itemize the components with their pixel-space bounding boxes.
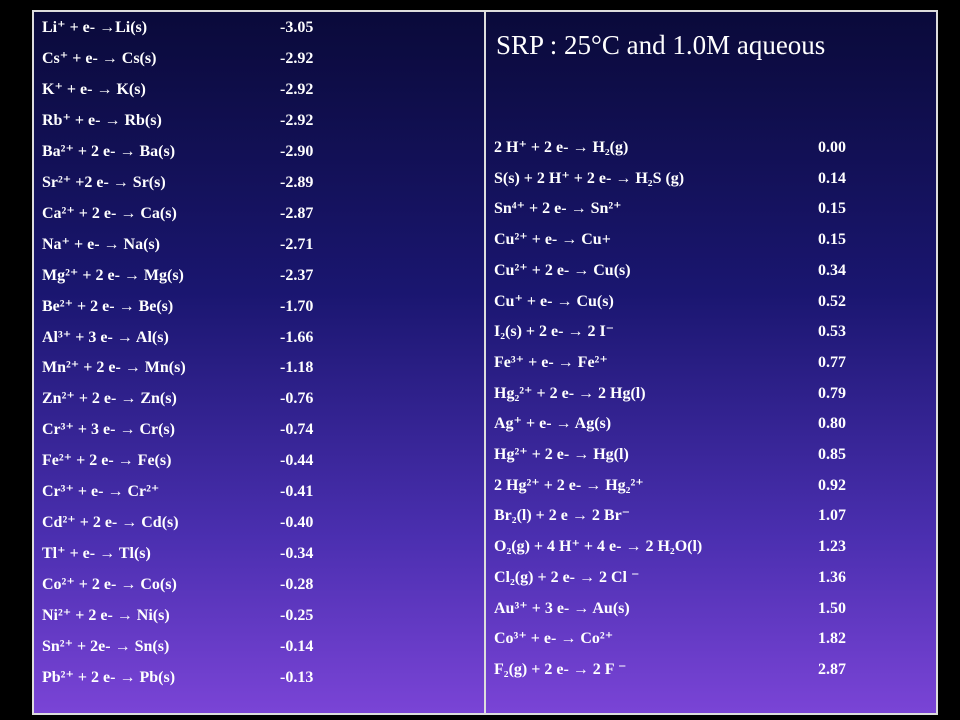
potential: -2.92	[280, 80, 314, 98]
potential: 0.77	[818, 353, 846, 371]
potential: 0.53	[818, 323, 846, 341]
reaction: Cu²⁺ + e- → Cu+	[494, 231, 611, 249]
potential: -2.87	[280, 204, 314, 222]
reaction: Sr²⁺ +2 e- → Sr(s)	[42, 173, 166, 191]
reaction: Cr³⁺ + e- → Cr²⁺	[42, 483, 160, 501]
reaction: Na⁺ + e- → Na(s)	[42, 235, 160, 253]
potential: -1.66	[280, 328, 314, 346]
reaction: I₂(s) + 2 e- → 2 I⁻	[494, 323, 615, 341]
reaction: Au³⁺ + 3 e- → Au(s)	[494, 599, 630, 617]
reaction: K⁺ + e- → K(s)	[42, 80, 146, 98]
potential: -2.92	[280, 111, 314, 129]
potential: 0.80	[818, 415, 846, 433]
potential: -0.25	[280, 607, 314, 625]
potential: 1.50	[818, 599, 846, 617]
reaction: Br₂(l) + 2 e → 2 Br⁻	[494, 507, 631, 525]
potential: -0.76	[280, 390, 314, 408]
reaction: Pb²⁺ + 2 e- → Pb(s)	[42, 668, 176, 686]
reaction: Ba²⁺ + 2 e- → Ba(s)	[42, 142, 176, 160]
reaction: Ag⁺ + e- → Ag(s)	[494, 415, 612, 433]
reaction: Sn⁴⁺ + 2 e- → Sn²⁺	[494, 200, 622, 218]
potential: 0.15	[818, 231, 846, 249]
potential: -2.90	[280, 142, 314, 160]
reaction: Rb⁺ + e- → Rb(s)	[42, 111, 162, 129]
reaction: Cs⁺ + e- → Cs(s)	[42, 49, 157, 67]
reaction: Co³⁺ + e- → Co²⁺	[494, 630, 614, 648]
potential: -2.71	[280, 235, 314, 253]
reaction: Cu⁺ + e- → Cu(s)	[494, 292, 614, 310]
potential: -2.89	[280, 173, 314, 191]
reaction: Mg²⁺ + 2 e- → Mg(s)	[42, 266, 184, 284]
potential: 0.85	[818, 446, 846, 463]
potential: -2.37	[280, 266, 314, 284]
potential: 0.34	[818, 261, 846, 279]
potential: 1.23	[818, 538, 846, 556]
reaction: F₂(g) + 2 e- → 2 F ⁻	[494, 660, 627, 678]
potential: 0.52	[818, 292, 846, 310]
reaction: Cu²⁺ + 2 e- → Cu(s)	[494, 261, 631, 279]
potential: 1.82	[818, 630, 846, 648]
reaction: Sn²⁺ + 2e- → Sn(s)	[42, 638, 170, 655]
potential: -0.44	[280, 452, 314, 470]
potential: -0.28	[280, 576, 314, 594]
reaction: Fe²⁺ + 2 e- → Fe(s)	[42, 452, 172, 470]
reaction: Co²⁺ + 2 e- → Co(s)	[42, 576, 177, 594]
reaction: Ni²⁺ + 2 e- → Ni(s)	[42, 607, 170, 625]
reaction: Cl₂(g) + 2 e- → 2 Cl ⁻	[494, 568, 640, 586]
reaction: Cd²⁺ + 2 e- → Cd(s)	[42, 514, 179, 532]
potential: 1.36	[818, 568, 846, 586]
reaction: Hg²⁺ + 2 e- → Hg(l)	[494, 446, 629, 463]
potential: 0.00	[818, 139, 846, 156]
potential: -1.18	[280, 359, 314, 377]
potential: -0.74	[280, 421, 314, 439]
potential: -1.70	[280, 297, 314, 315]
potential: -0.40	[280, 514, 314, 532]
reaction: Ca²⁺ + 2 e- → Ca(s)	[42, 204, 177, 222]
reaction: Zn²⁺ + 2 e- → Zn(s)	[42, 390, 177, 408]
reaction: 2 Hg²⁺ + 2 e- → Hg₂²⁺	[494, 476, 644, 494]
reaction: Al³⁺ + 3 e- → Al(s)	[42, 328, 169, 346]
potential: 0.92	[818, 476, 846, 494]
reaction: Cr³⁺ + 3 e- → Cr(s)	[42, 421, 175, 439]
reaction: Li⁺ + e- →Li(s)	[42, 19, 148, 36]
potential: -2.92	[280, 49, 314, 67]
potential: 0.79	[818, 384, 846, 402]
potential: 0.14	[818, 169, 846, 187]
potential: 1.07	[818, 507, 846, 525]
reaction: Be²⁺ + 2 e- → Be(s)	[42, 297, 174, 315]
reaction: Tl⁺ + e- → Tl(s)	[42, 545, 151, 563]
column-divider	[484, 10, 486, 715]
potential: 2.87	[818, 660, 846, 678]
potential: -0.13	[280, 668, 314, 686]
potential: -0.41	[280, 483, 314, 501]
reaction: Hg₂²⁺ + 2 e- → 2 Hg(l)	[494, 384, 646, 402]
potential: 0.15	[818, 200, 846, 218]
reaction: S(s) + 2 H⁺ + 2 e- → H₂S (g)	[494, 169, 685, 187]
reaction: Fe³⁺ + e- → Fe²⁺	[494, 353, 608, 371]
potential: -0.34	[280, 545, 314, 563]
potential: -0.14	[280, 638, 314, 655]
reaction: O₂(g) + 4 H⁺ + 4 e- → 2 H₂O(l)	[494, 538, 703, 556]
title: SRP : 25°C and 1.0M aqueous	[496, 30, 826, 60]
potential: -3.05	[280, 19, 314, 36]
reaction: Mn²⁺ + 2 e- → Mn(s)	[42, 359, 186, 377]
reaction: 2 H⁺ + 2 e- → H₂(g)	[494, 139, 629, 156]
